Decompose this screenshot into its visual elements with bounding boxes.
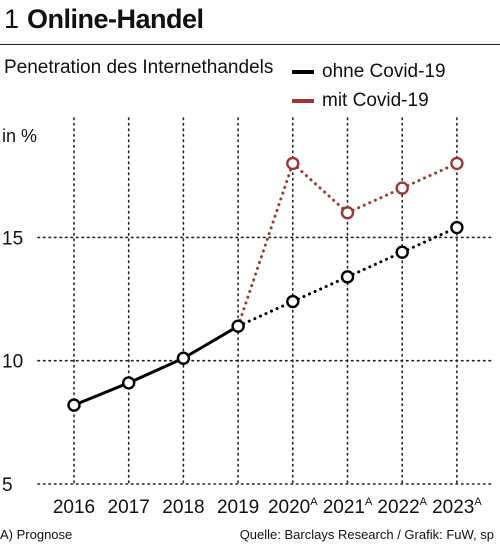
- series-0-segment: [400, 226, 459, 254]
- legend: ohne Covid-19 mit Covid-19: [292, 57, 446, 115]
- x-tick-label: 2018: [162, 497, 204, 518]
- series-1-point-2022: [395, 181, 409, 195]
- series-0-point-2021: [340, 270, 355, 284]
- legend-label-ohne-covid: ohne Covid-19: [322, 60, 446, 82]
- series-0-segment: [72, 381, 131, 407]
- series-1-point-2020: [286, 156, 300, 171]
- chart-title: Online-Handel: [27, 4, 204, 34]
- series-0-point-2022: [395, 245, 409, 259]
- legend-swatch-mit-covid: [292, 98, 314, 103]
- footnote: A) Prognose: [0, 527, 73, 542]
- series-1-point-2021: [340, 206, 355, 220]
- series-1-segment: [291, 161, 349, 215]
- series-0-segment: [181, 324, 240, 360]
- y-tick-label: 5: [2, 475, 13, 496]
- series-0-point-2018: [176, 351, 191, 365]
- source-credit: Quelle: Barclays Research / Grafik: FuW,…: [239, 527, 494, 542]
- legend-swatch-ohne-covid: [292, 69, 314, 74]
- series-0-segment: [236, 300, 295, 328]
- x-tick-label: 2017: [108, 497, 150, 518]
- chart-number: 1: [4, 4, 20, 34]
- x-tick-label: 2023A: [432, 496, 482, 518]
- series-0-segment: [291, 275, 349, 304]
- series-1-segment: [346, 186, 404, 215]
- y-tick-label: 15: [2, 228, 23, 249]
- series-0-point-2016: [67, 398, 81, 412]
- x-tick-label: 2016: [53, 497, 95, 518]
- series-0-point-2019: [231, 319, 245, 333]
- series-0-point-2020: [286, 294, 300, 309]
- y-tick-label: 10: [2, 352, 23, 373]
- x-tick-label: 2021A: [323, 496, 373, 518]
- title-divider: [0, 44, 500, 45]
- series-1-segment: [400, 161, 459, 190]
- chart-heading: 1 Online-Handel: [4, 4, 204, 35]
- series-0-segment: [127, 356, 185, 385]
- series-1-segment: [236, 161, 295, 328]
- series-0-segment: [346, 250, 404, 279]
- chart-subtitle: Penetration des Internethandels: [4, 57, 274, 78]
- series-0-point-2023: [450, 220, 464, 235]
- legend-label-mit-covid: mit Covid-19: [322, 89, 429, 111]
- series-0-point-2017: [121, 376, 136, 390]
- series-1-point-2023: [450, 156, 464, 171]
- x-tick-label: 2022A: [377, 496, 427, 518]
- legend-item-ohne-covid: ohne Covid-19: [292, 57, 446, 86]
- x-tick-label: 2019: [217, 497, 259, 518]
- legend-item-mit-covid: mit Covid-19: [292, 86, 446, 115]
- y-axis-label: in %: [2, 126, 37, 146]
- x-tick-label: 2020A: [268, 496, 318, 518]
